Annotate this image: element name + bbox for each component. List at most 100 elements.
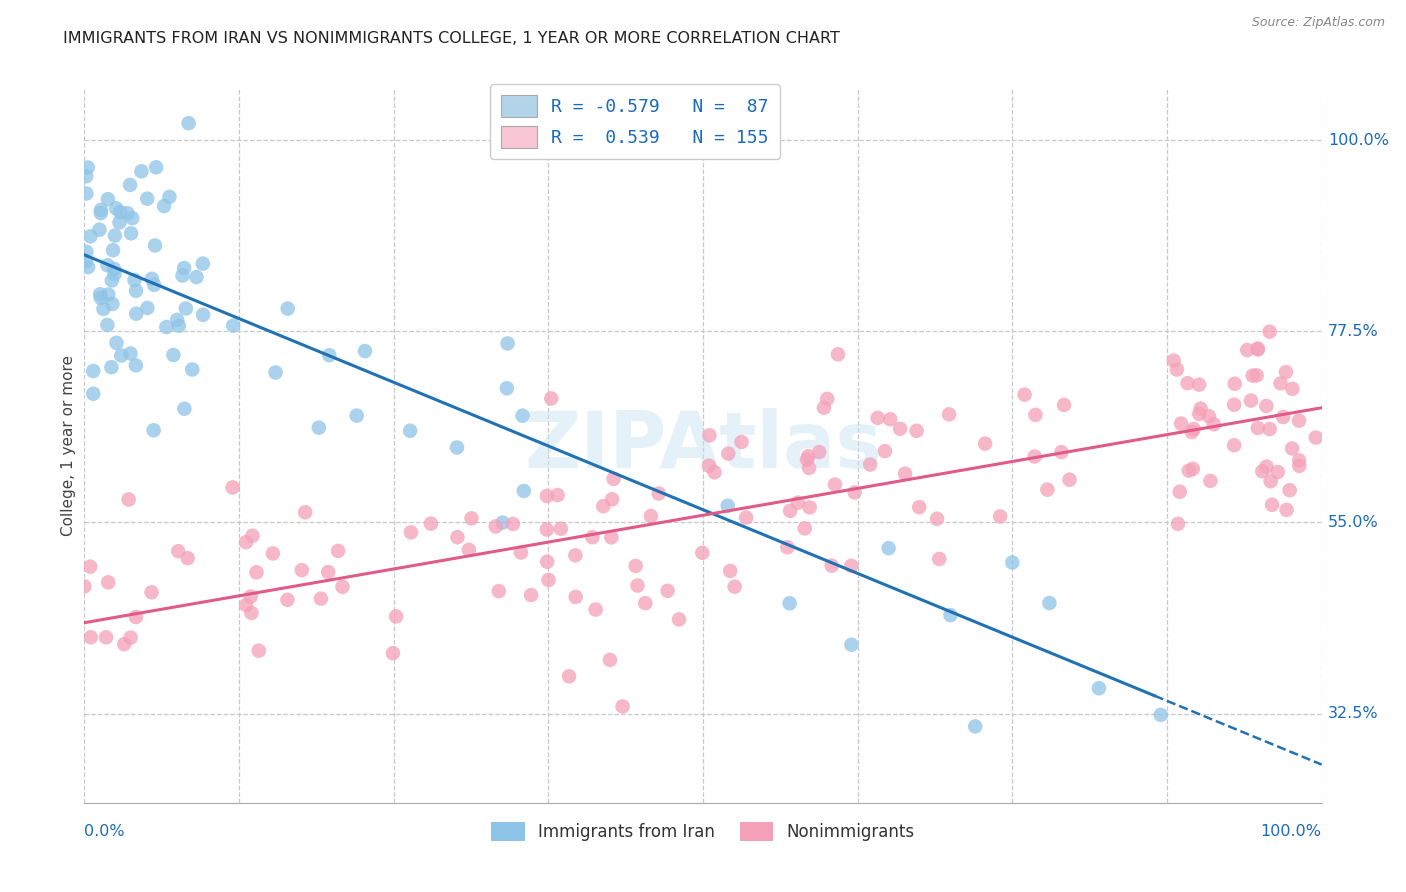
Point xyxy=(240,606,263,620)
Point xyxy=(1167,516,1189,531)
Point xyxy=(96,318,118,332)
Point xyxy=(905,424,928,438)
Point xyxy=(1038,596,1060,610)
Point xyxy=(717,499,740,513)
Point xyxy=(536,523,558,537)
Point xyxy=(242,529,264,543)
Point xyxy=(381,646,404,660)
Point xyxy=(1189,401,1212,416)
Point xyxy=(155,320,177,334)
Point xyxy=(502,516,524,531)
Point xyxy=(513,483,536,498)
Point xyxy=(657,583,679,598)
Point xyxy=(121,211,143,226)
Point xyxy=(939,608,962,623)
Point xyxy=(167,544,190,558)
Point xyxy=(873,444,896,458)
Point xyxy=(264,366,287,380)
Point xyxy=(326,544,349,558)
Point xyxy=(1024,408,1046,422)
Point xyxy=(859,458,882,472)
Point xyxy=(1014,387,1036,401)
Point xyxy=(103,262,125,277)
Point xyxy=(125,284,148,298)
Point xyxy=(520,588,543,602)
Point xyxy=(125,359,148,373)
Point xyxy=(1256,399,1278,413)
Point xyxy=(1240,393,1263,408)
Point xyxy=(1261,498,1284,512)
Point xyxy=(239,590,262,604)
Point xyxy=(908,500,931,515)
Point xyxy=(117,206,139,220)
Point xyxy=(90,291,112,305)
Point xyxy=(866,411,889,425)
Point xyxy=(841,638,863,652)
Point xyxy=(177,116,200,130)
Point xyxy=(245,566,267,580)
Point xyxy=(540,392,562,406)
Point xyxy=(308,420,330,434)
Point xyxy=(1258,325,1281,339)
Point xyxy=(496,381,519,395)
Point xyxy=(108,215,131,229)
Point xyxy=(131,164,153,178)
Point xyxy=(1181,462,1204,476)
Point xyxy=(703,465,725,479)
Point xyxy=(974,436,997,450)
Point xyxy=(1260,475,1282,489)
Point xyxy=(173,260,195,275)
Point xyxy=(143,277,166,292)
Point xyxy=(558,669,581,683)
Point xyxy=(460,511,482,525)
Point xyxy=(1281,382,1303,396)
Point xyxy=(446,530,468,544)
Point xyxy=(808,445,831,459)
Point xyxy=(699,428,721,442)
Point xyxy=(797,461,820,475)
Point xyxy=(80,630,103,644)
Point xyxy=(141,272,163,286)
Point xyxy=(82,364,104,378)
Point xyxy=(90,202,112,217)
Point xyxy=(89,223,111,237)
Point xyxy=(1256,459,1278,474)
Point xyxy=(1181,425,1204,439)
Point xyxy=(697,458,720,473)
Point xyxy=(191,308,214,322)
Point xyxy=(332,580,354,594)
Point xyxy=(221,480,243,494)
Point xyxy=(496,336,519,351)
Point xyxy=(318,348,340,362)
Text: 77.5%: 77.5% xyxy=(1327,324,1378,339)
Point xyxy=(167,318,190,333)
Point xyxy=(93,301,115,316)
Text: 100.0%: 100.0% xyxy=(1261,824,1322,839)
Point xyxy=(235,535,257,549)
Point xyxy=(1288,453,1310,467)
Point xyxy=(186,270,208,285)
Point xyxy=(988,509,1011,524)
Y-axis label: College, 1 year or more: College, 1 year or more xyxy=(60,356,76,536)
Point xyxy=(600,492,623,507)
Point xyxy=(104,228,127,243)
Point xyxy=(145,161,167,175)
Point xyxy=(79,229,101,244)
Text: 100.0%: 100.0% xyxy=(1327,133,1389,148)
Point xyxy=(1188,377,1211,392)
Point xyxy=(103,267,125,281)
Point xyxy=(1288,458,1310,473)
Point xyxy=(889,422,911,436)
Point xyxy=(928,552,950,566)
Point xyxy=(1163,353,1185,368)
Text: IMMIGRANTS FROM IRAN VS NONIMMIGRANTS COLLEGE, 1 YEAR OR MORE CORRELATION CHART: IMMIGRANTS FROM IRAN VS NONIMMIGRANTS CO… xyxy=(63,31,841,46)
Point xyxy=(141,585,163,599)
Point xyxy=(1198,409,1220,424)
Point xyxy=(938,408,960,422)
Point xyxy=(592,499,614,513)
Point xyxy=(1275,365,1298,379)
Point xyxy=(485,519,508,533)
Point xyxy=(89,287,111,301)
Point xyxy=(125,307,148,321)
Text: 32.5%: 32.5% xyxy=(1327,706,1378,721)
